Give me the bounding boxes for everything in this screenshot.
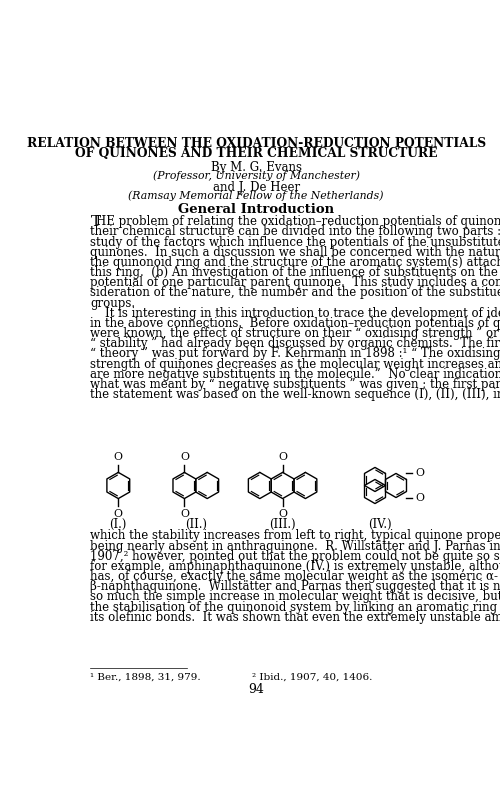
Text: the statement was based on the well-known sequence (I), (II), (III), in: the statement was based on the well-know…: [90, 388, 500, 401]
Text: OF QUINONES AND THEIR CHEMICAL STRUCTURE: OF QUINONES AND THEIR CHEMICAL STRUCTURE: [75, 148, 438, 160]
Text: T: T: [90, 215, 101, 230]
Text: (Ramsay Memorial Fellow of the Netherlands): (Ramsay Memorial Fellow of the Netherlan…: [128, 190, 384, 201]
Text: O: O: [278, 452, 287, 462]
Text: It is interesting in this introduction to trace the development of ideas: It is interesting in this introduction t…: [90, 307, 500, 320]
Text: their chemical structure can be divided into the following two parts : (a) A: their chemical structure can be divided …: [90, 226, 500, 238]
Text: O: O: [114, 509, 123, 519]
Text: β-naphthaquinone.  Willstätter and Parnas then suggested that it is not: β-naphthaquinone. Willstätter and Parnas…: [90, 580, 500, 593]
Text: what was meant by “ negative substituents ” was given ; the first part of: what was meant by “ negative substituent…: [90, 378, 500, 391]
Text: O: O: [416, 468, 424, 479]
Text: were known, the effect of structure on their “ oxidising strength ” or their: were known, the effect of structure on t…: [90, 327, 500, 340]
Text: HE problem of relating the oxidation–reduction potentials of quinones to: HE problem of relating the oxidation–red…: [96, 215, 500, 228]
Text: 1907,² however, pointed out that the problem could not be quite so simple ;: 1907,² however, pointed out that the pro…: [90, 549, 500, 563]
Text: so much the simple increase in molecular weight that is decisive, but rather: so much the simple increase in molecular…: [90, 590, 500, 604]
Text: sideration of the nature, the number and the position of the substituent: sideration of the nature, the number and…: [90, 286, 500, 299]
Text: which the stability increases from left to right, typical quinone properties: which the stability increases from left …: [90, 529, 500, 542]
Text: ¹ Ber., 1898, 31, 979.: ¹ Ber., 1898, 31, 979.: [90, 673, 201, 681]
Text: (Professor, University of Manchester): (Professor, University of Manchester): [153, 171, 360, 181]
Text: O: O: [114, 452, 123, 462]
Text: the stabilisation of the quinonoid system by linking an aromatic ring to: the stabilisation of the quinonoid syste…: [90, 601, 500, 614]
Text: the quinonoid ring and the structure of the aromatic system(s) attached to: the quinonoid ring and the structure of …: [90, 256, 500, 269]
Text: for example, amphinaphthaquinone (IV.) is extremely unstable, although it: for example, amphinaphthaquinone (IV.) i…: [90, 560, 500, 573]
Text: General Introduction: General Introduction: [178, 203, 334, 216]
Text: By M. G. Evans: By M. G. Evans: [211, 161, 302, 174]
Text: (IV.): (IV.): [368, 518, 392, 531]
Text: groups.: groups.: [90, 296, 136, 310]
Text: its olefinic bonds.  It was shown that even the extremely unstable amphi-: its olefinic bonds. It was shown that ev…: [90, 611, 500, 623]
Text: RELATION BETWEEN THE OXIDATION-REDUCTION POTENTIALS: RELATION BETWEEN THE OXIDATION-REDUCTION…: [26, 137, 486, 149]
Text: strength of quinones decreases as the molecular weight increases and as there: strength of quinones decreases as the mo…: [90, 358, 500, 370]
Text: (I.): (I.): [110, 518, 127, 531]
Text: (III.): (III.): [270, 518, 296, 531]
Text: O: O: [416, 493, 424, 502]
Text: in the above connections.  Before oxidation–reduction potentials of quinones: in the above connections. Before oxidati…: [90, 317, 500, 330]
Text: has, of course, exactly the same molecular weight as the isomeric α- and: has, of course, exactly the same molecul…: [90, 570, 500, 583]
Text: “ stability ” had already been discussed by organic chemists.  The first: “ stability ” had already been discussed…: [90, 337, 500, 351]
Text: study of the factors which influence the potentials of the unsubstituted: study of the factors which influence the…: [90, 236, 500, 248]
Text: “ theory ” was put forward by F. Kehrmann in 1898 :¹ “ The oxidising: “ theory ” was put forward by F. Kehrman…: [90, 347, 500, 360]
Text: 94: 94: [248, 683, 264, 696]
Text: potential of one particular parent quinone.  This study includes a con-: potential of one particular parent quino…: [90, 276, 500, 289]
Text: O: O: [278, 509, 287, 519]
Text: O: O: [180, 509, 189, 519]
Text: and J. De Heer: and J. De Heer: [212, 182, 300, 194]
Text: this ring.  (b) An investigation of the influence of substituents on the: this ring. (b) An investigation of the i…: [90, 266, 499, 279]
Text: are more negative substituents in the molecule.”  No clear indication of: are more negative substituents in the mo…: [90, 368, 500, 380]
Text: (II.): (II.): [185, 518, 207, 531]
Text: being nearly absent in anthraquinone.  R. Willstätter and J. Parnas in: being nearly absent in anthraquinone. R.…: [90, 539, 500, 553]
Text: ² Ibid., 1907, 40, 1406.: ² Ibid., 1907, 40, 1406.: [252, 673, 373, 681]
Text: quinones.  In such a discussion we shall be concerned with the nature of: quinones. In such a discussion we shall …: [90, 246, 500, 259]
Text: O: O: [180, 452, 189, 462]
